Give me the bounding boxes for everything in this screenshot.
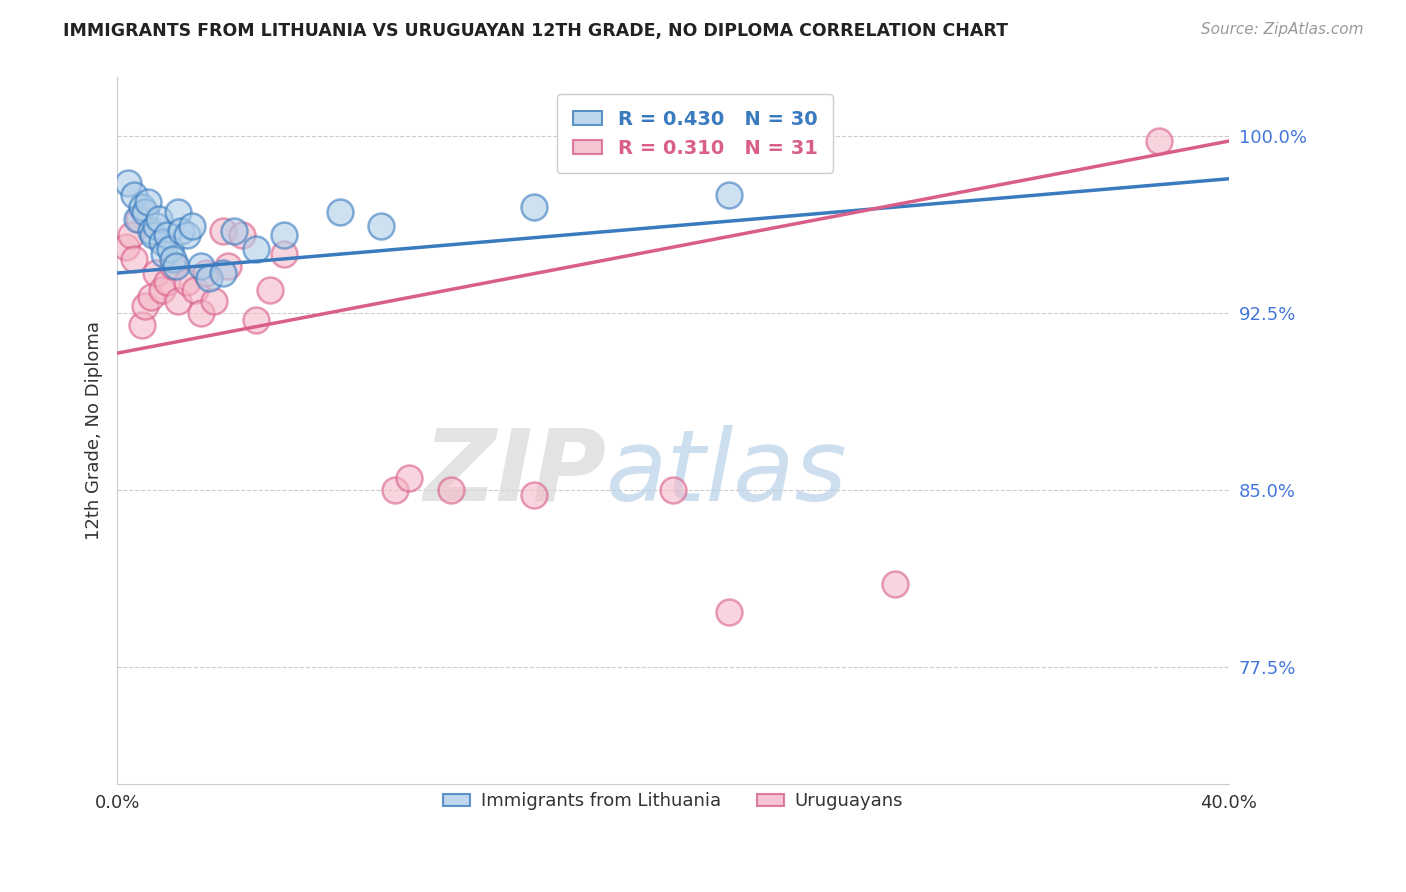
Point bbox=[125, 211, 148, 226]
Point bbox=[145, 219, 167, 233]
Point bbox=[142, 228, 165, 243]
Point bbox=[884, 577, 907, 591]
Point bbox=[370, 219, 392, 233]
Point bbox=[523, 200, 546, 214]
Point bbox=[148, 211, 170, 226]
Point bbox=[176, 228, 198, 243]
Point bbox=[167, 204, 190, 219]
Point bbox=[156, 228, 179, 243]
Point bbox=[162, 252, 184, 266]
Point bbox=[245, 313, 267, 327]
Point bbox=[198, 270, 221, 285]
Point bbox=[156, 276, 179, 290]
Point bbox=[134, 204, 156, 219]
Point bbox=[211, 266, 233, 280]
Point bbox=[440, 483, 463, 497]
Point bbox=[120, 228, 142, 243]
Point bbox=[384, 483, 406, 497]
Legend: Immigrants from Lithuania, Uruguayans: Immigrants from Lithuania, Uruguayans bbox=[429, 778, 918, 825]
Point bbox=[1149, 134, 1171, 148]
Text: atlas: atlas bbox=[606, 425, 848, 522]
Y-axis label: 12th Grade, No Diploma: 12th Grade, No Diploma bbox=[86, 321, 103, 541]
Point bbox=[167, 294, 190, 309]
Point bbox=[165, 259, 187, 273]
Point bbox=[204, 294, 226, 309]
Point bbox=[162, 259, 184, 273]
Point bbox=[139, 224, 162, 238]
Point bbox=[122, 252, 145, 266]
Point bbox=[195, 266, 218, 280]
Point bbox=[150, 235, 173, 250]
Point bbox=[181, 219, 204, 233]
Point bbox=[717, 188, 740, 202]
Point bbox=[523, 487, 546, 501]
Point bbox=[114, 240, 136, 254]
Point bbox=[398, 471, 420, 485]
Point bbox=[231, 228, 253, 243]
Point bbox=[131, 200, 153, 214]
Point bbox=[217, 259, 239, 273]
Point bbox=[190, 306, 212, 320]
Point bbox=[131, 318, 153, 332]
Point bbox=[150, 283, 173, 297]
Point bbox=[190, 259, 212, 273]
Point bbox=[717, 606, 740, 620]
Point bbox=[184, 283, 207, 297]
Point bbox=[273, 228, 295, 243]
Point bbox=[159, 243, 181, 257]
Point bbox=[145, 266, 167, 280]
Point bbox=[273, 247, 295, 261]
Point bbox=[128, 211, 150, 226]
Point bbox=[259, 283, 281, 297]
Point bbox=[139, 290, 162, 304]
Point bbox=[222, 224, 245, 238]
Point bbox=[136, 195, 159, 210]
Text: ZIP: ZIP bbox=[423, 425, 606, 522]
Text: Source: ZipAtlas.com: Source: ZipAtlas.com bbox=[1201, 22, 1364, 37]
Point bbox=[328, 204, 350, 219]
Point bbox=[211, 224, 233, 238]
Point bbox=[134, 299, 156, 313]
Text: IMMIGRANTS FROM LITHUANIA VS URUGUAYAN 12TH GRADE, NO DIPLOMA CORRELATION CHART: IMMIGRANTS FROM LITHUANIA VS URUGUAYAN 1… bbox=[63, 22, 1008, 40]
Point bbox=[176, 276, 198, 290]
Point bbox=[245, 243, 267, 257]
Point bbox=[153, 247, 176, 261]
Point bbox=[122, 188, 145, 202]
Point bbox=[170, 224, 193, 238]
Point bbox=[662, 483, 685, 497]
Point bbox=[117, 177, 139, 191]
